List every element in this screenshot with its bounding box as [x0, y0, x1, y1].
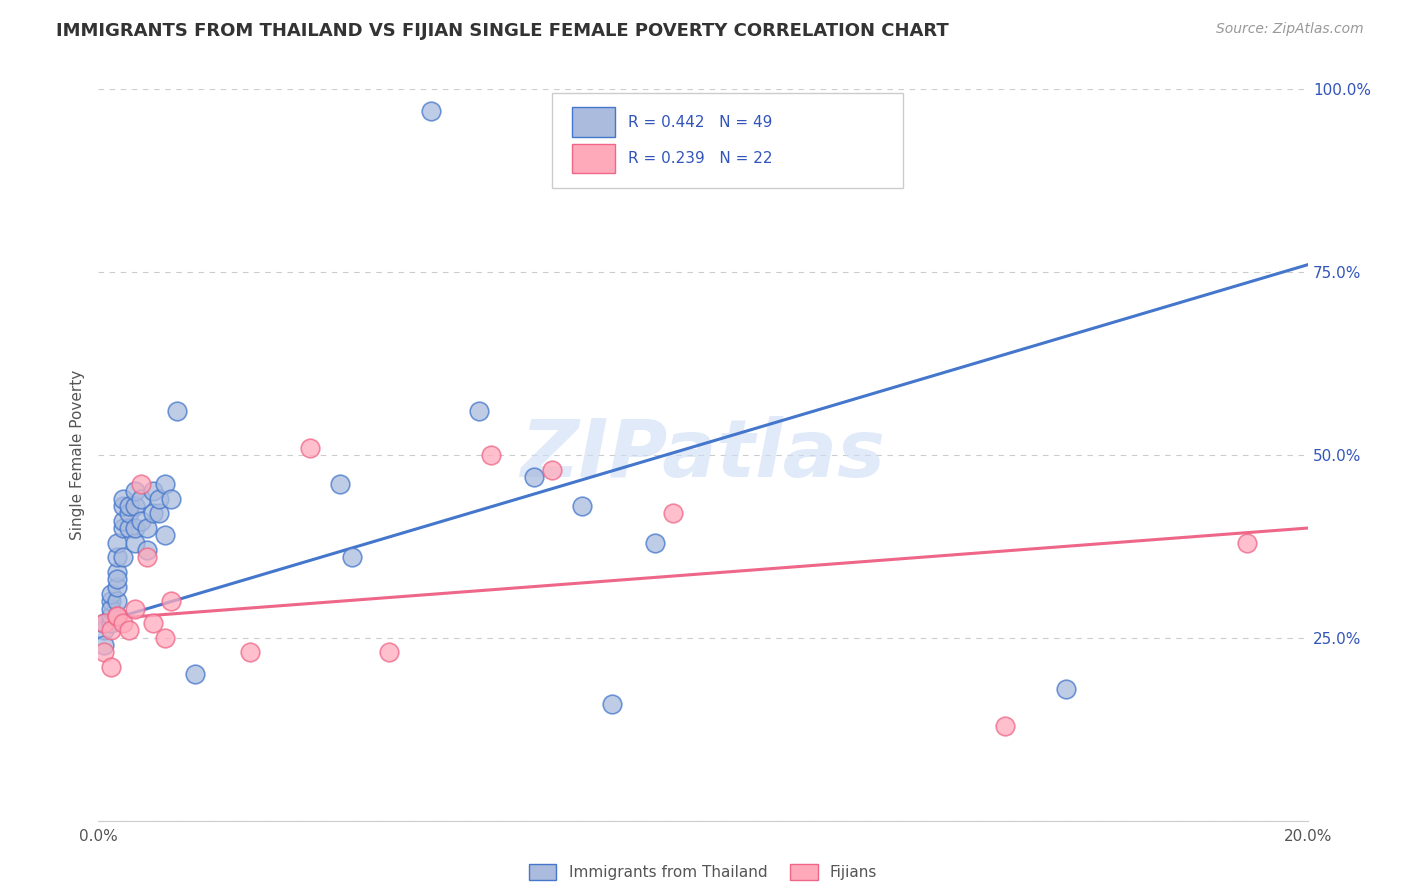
Point [111, 491, 134, 506]
Point [118, 521, 141, 535]
Point [105, 608, 128, 623]
Point [124, 535, 146, 549]
Point [100, 587, 122, 601]
Text: Source: ZipAtlas.com: Source: ZipAtlas.com [1216, 22, 1364, 37]
Point [1054, 681, 1077, 696]
Point [153, 477, 176, 491]
Point [118, 499, 141, 513]
Point [377, 645, 399, 659]
Point [111, 521, 134, 535]
Point [142, 507, 165, 521]
Point [481, 448, 503, 462]
Point [105, 535, 128, 549]
Point [100, 608, 122, 623]
Point [602, 697, 624, 711]
Point [571, 499, 593, 513]
Point [111, 550, 134, 565]
Point [93, 624, 115, 638]
Point [118, 507, 141, 521]
Point [329, 477, 352, 491]
Point [93, 645, 115, 659]
Point [160, 491, 183, 506]
Point [994, 718, 1017, 732]
Point [118, 624, 141, 638]
Point [239, 645, 262, 659]
Point [111, 616, 134, 631]
Point [342, 550, 364, 565]
Point [100, 616, 122, 631]
Point [468, 404, 491, 418]
Point [540, 462, 562, 476]
Point [93, 616, 115, 631]
Bar [572, 144, 614, 173]
Point [523, 470, 546, 484]
Point [111, 499, 134, 513]
Point [142, 616, 165, 631]
Point [644, 535, 666, 549]
Point [100, 601, 122, 615]
Point [166, 404, 188, 418]
Point [100, 624, 122, 638]
Point [93, 638, 115, 652]
Point [662, 507, 685, 521]
Point [105, 608, 128, 623]
Point [105, 550, 128, 565]
Point [100, 594, 122, 608]
Text: ZIPatlas: ZIPatlas [520, 416, 886, 494]
Point [124, 499, 146, 513]
Point [105, 565, 128, 579]
Point [129, 477, 152, 491]
Point [153, 528, 176, 542]
Point [420, 104, 443, 119]
Point [105, 580, 128, 594]
Point [111, 514, 134, 528]
Point [129, 491, 152, 506]
Point [105, 572, 128, 586]
Point [135, 550, 157, 565]
FancyBboxPatch shape [553, 93, 903, 188]
Point [1236, 535, 1258, 549]
Legend: Immigrants from Thailand, Fijians: Immigrants from Thailand, Fijians [523, 858, 883, 886]
Point [124, 521, 146, 535]
Point [135, 543, 157, 558]
Point [160, 594, 183, 608]
Point [184, 667, 207, 681]
Point [299, 441, 322, 455]
Text: IMMIGRANTS FROM THAILAND VS FIJIAN SINGLE FEMALE POVERTY CORRELATION CHART: IMMIGRANTS FROM THAILAND VS FIJIAN SINGL… [56, 22, 949, 40]
Bar [572, 108, 614, 136]
Point [142, 484, 165, 499]
Point [100, 660, 122, 674]
Point [105, 608, 128, 623]
Text: R = 0.442   N = 49: R = 0.442 N = 49 [628, 114, 772, 129]
Point [129, 514, 152, 528]
Point [124, 484, 146, 499]
Point [124, 601, 146, 615]
Y-axis label: Single Female Poverty: Single Female Poverty [69, 370, 84, 540]
Point [148, 491, 170, 506]
Point [93, 616, 115, 631]
Text: R = 0.239   N = 22: R = 0.239 N = 22 [628, 151, 772, 166]
Point [135, 521, 157, 535]
Point [105, 594, 128, 608]
Point [148, 507, 170, 521]
Point [153, 631, 176, 645]
